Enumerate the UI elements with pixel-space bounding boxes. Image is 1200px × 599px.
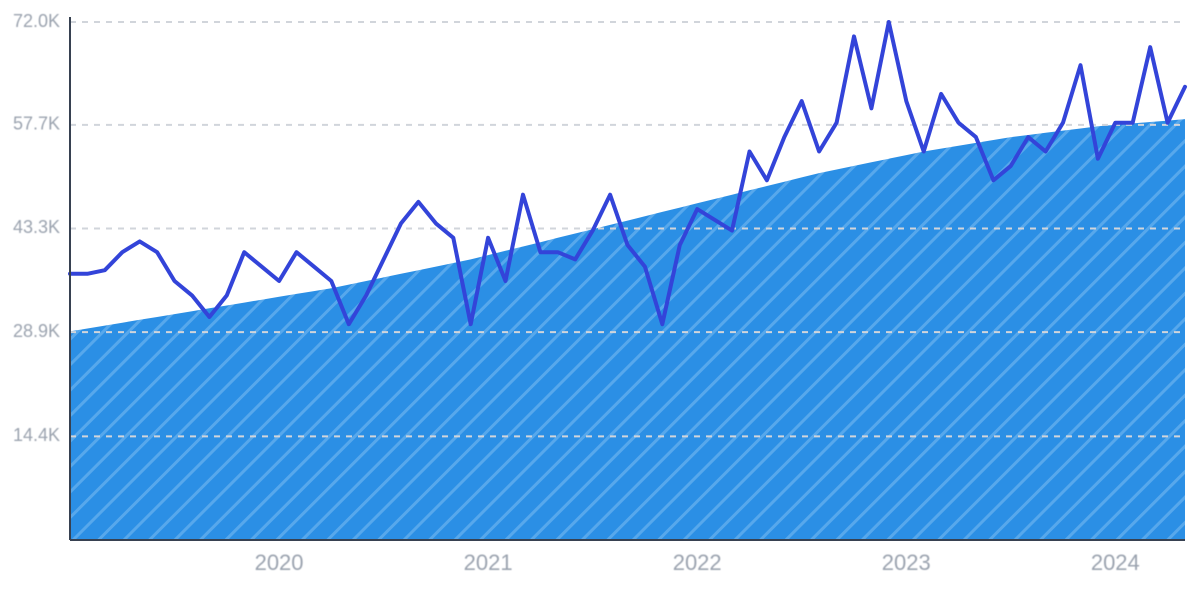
- y-tick-label: 28.9K: [13, 321, 60, 341]
- y-tick-label: 14.4K: [13, 425, 60, 445]
- area-series: [70, 119, 1185, 540]
- y-tick-label: 57.7K: [13, 114, 60, 134]
- x-tick-label: 2024: [1091, 550, 1140, 575]
- y-tick-label: 72.0K: [13, 11, 60, 31]
- line-area-chart: 72.0K 57.7K 43.3K 28.9K 14.4K 2020 2021 2022 202…: [0, 0, 1200, 599]
- x-tick-label: 2023: [882, 550, 931, 575]
- x-tick-label: 2021: [464, 550, 513, 575]
- y-tick-label: 43.3K: [13, 217, 60, 237]
- x-tick-label: 2020: [255, 550, 304, 575]
- chart-container: 72.0K 57.7K 43.3K 28.9K 14.4K 2020 2021 2022 202…: [0, 0, 1200, 599]
- x-tick-label: 2022: [673, 550, 722, 575]
